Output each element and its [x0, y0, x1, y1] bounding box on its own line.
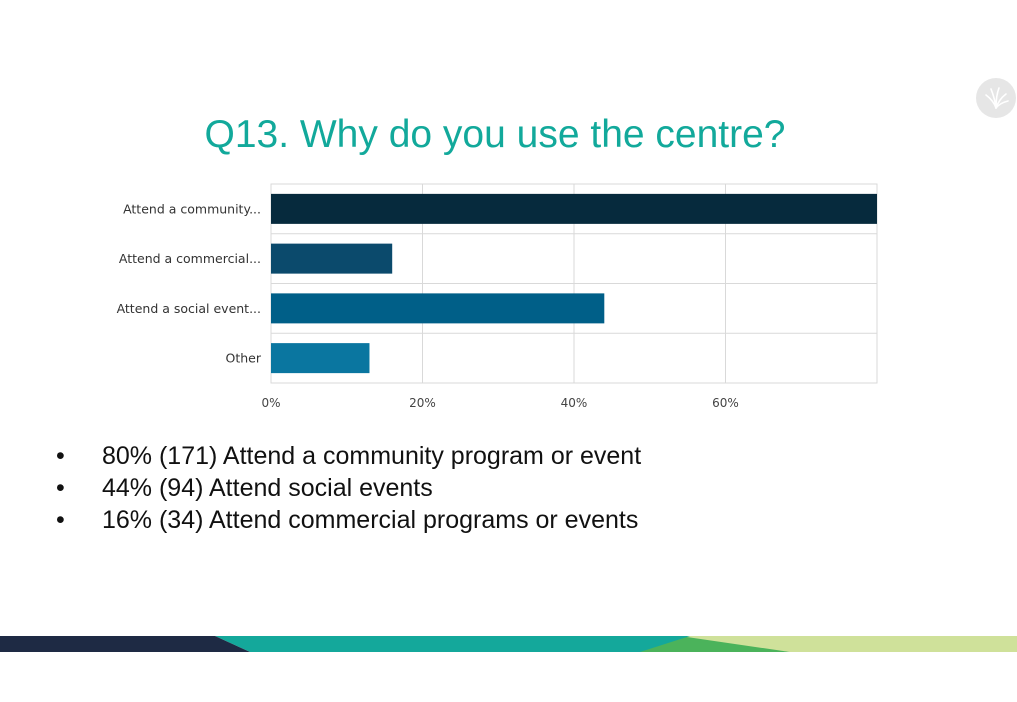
summary-text: 80% (171) Attend a community program or …	[102, 442, 642, 470]
summary-list: • 80% (171) Attend a community program or…	[56, 440, 641, 536]
x-tick-label: 60%	[712, 396, 739, 410]
x-tick-label: 0%	[261, 396, 280, 410]
bar	[271, 243, 393, 274]
leaf-logo-icon	[976, 78, 1016, 118]
summary-item: • 44% (94) Attend social events	[56, 472, 641, 504]
category-label: Other	[226, 351, 262, 366]
footer-teal-stripe	[215, 636, 690, 652]
footer-navy-stripe	[0, 636, 250, 652]
category-label: Attend a commercial...	[119, 251, 261, 266]
category-label: Attend a community...	[123, 201, 261, 216]
bullet-icon: •	[56, 442, 65, 470]
category-labels: Attend a community... Attend a commercial…	[117, 201, 262, 365]
bar	[271, 293, 605, 324]
page-title: Q13. Why do you use the centre?	[204, 113, 786, 156]
summary-item: • 80% (171) Attend a community program or…	[56, 440, 641, 472]
bullet-icon: •	[56, 506, 65, 534]
x-tick-label: 40%	[561, 396, 588, 410]
bar	[271, 343, 370, 374]
gridlines	[271, 184, 877, 383]
category-label: Attend a social event...	[117, 301, 261, 316]
summary-text: 16% (34) Attend commercial programs or e…	[102, 506, 639, 534]
x-tick-labels: 0% 20% 40% 60%	[261, 396, 738, 410]
footer-band	[0, 636, 1017, 652]
bar	[271, 193, 877, 224]
footer-lime-stripe	[660, 636, 1017, 652]
bars	[271, 193, 877, 374]
summary-item: • 16% (34) Attend commercial programs or …	[56, 504, 641, 536]
summary-text: 44% (94) Attend social events	[102, 474, 433, 502]
x-tick-label: 20%	[409, 396, 436, 410]
bullet-icon: •	[56, 474, 65, 502]
plot-frame	[270, 183, 878, 384]
